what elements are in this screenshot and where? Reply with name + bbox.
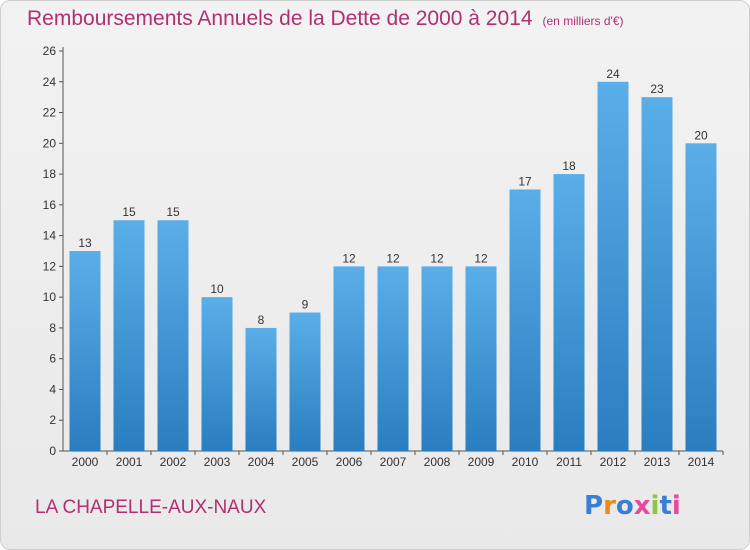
x-tick-label-2009: 2009 [468, 455, 495, 469]
data-label-2004: 8 [258, 313, 265, 327]
data-label-2014: 20 [694, 128, 708, 142]
bar-2010 [509, 189, 541, 451]
data-label-2003: 10 [210, 282, 224, 296]
x-tick-label-2011: 2011 [556, 455, 582, 469]
y-tick-label: 18 [43, 167, 57, 181]
logo-letter: o [615, 491, 634, 521]
logo-letter: P [584, 491, 604, 521]
x-tick-label-2000: 2000 [72, 455, 99, 469]
y-tick-label: 26 [43, 44, 57, 58]
logo-letter: x [633, 491, 651, 521]
bar-2012 [597, 81, 629, 452]
data-label-2001: 15 [122, 205, 136, 219]
y-tick-label: 6 [49, 352, 56, 366]
data-label-2013: 23 [650, 82, 664, 96]
y-tick-label: 2 [49, 413, 56, 427]
bar-2009 [465, 266, 497, 451]
y-tick-label: 20 [43, 136, 57, 150]
data-label-2006: 12 [342, 251, 356, 265]
bar-2004 [245, 327, 277, 451]
data-label-2011: 18 [562, 159, 576, 173]
y-tick-label: 14 [43, 229, 57, 243]
x-tick-label-2003: 2003 [204, 455, 231, 469]
x-tick-label-2013: 2013 [644, 455, 671, 469]
x-tick-label-2002: 2002 [160, 455, 187, 469]
logo-letter: i [650, 491, 660, 521]
bar-2000 [69, 251, 101, 451]
data-label-2000: 13 [78, 236, 92, 250]
y-tick-label: 4 [49, 382, 56, 396]
x-tick-label-2014: 2014 [688, 455, 715, 469]
y-tick-label: 24 [43, 75, 57, 89]
x-tick-label-2008: 2008 [424, 455, 451, 469]
bar-2007 [377, 266, 409, 451]
y-tick-label: 10 [43, 290, 57, 304]
logo-letter: i [671, 491, 681, 521]
bar-2005 [289, 312, 321, 451]
y-tick-label: 8 [49, 321, 56, 335]
chart-title: Remboursements Annuels de la Dette de 20… [27, 7, 624, 31]
proxiti-logo: Proxiti [584, 491, 681, 521]
y-tick-label: 12 [43, 259, 57, 273]
y-tick-label: 22 [43, 106, 57, 120]
bar-2014 [685, 143, 717, 452]
bar-2013 [641, 97, 673, 452]
bar-2006 [333, 266, 365, 451]
x-tick-label-2007: 2007 [380, 455, 407, 469]
data-label-2009: 12 [474, 251, 488, 265]
x-tick-label-2001: 2001 [116, 455, 143, 469]
x-tick-label-2005: 2005 [292, 455, 319, 469]
x-tick-label-2010: 2010 [512, 455, 539, 469]
location-label: LA CHAPELLE-AUX-NAUX [35, 497, 267, 518]
x-tick-label-2012: 2012 [600, 455, 627, 469]
x-tick-label-2006: 2006 [336, 455, 363, 469]
logo-letter: t [659, 491, 672, 521]
data-label-2008: 12 [430, 251, 444, 265]
chart-subtitle: (en milliers d'€) [542, 14, 624, 28]
data-label-2010: 17 [518, 174, 532, 188]
bar-2011 [553, 174, 585, 452]
y-tick-label: 16 [43, 198, 57, 212]
bar-2003 [201, 297, 233, 451]
data-label-2007: 12 [386, 251, 400, 265]
data-label-2005: 9 [302, 298, 309, 312]
chart-title-text: Remboursements Annuels de la Dette de 20… [27, 7, 533, 30]
data-label-2012: 24 [606, 67, 620, 81]
bar-2008 [421, 266, 453, 451]
data-label-2002: 15 [166, 205, 180, 219]
bar-2001 [113, 220, 145, 451]
bar-2002 [157, 220, 189, 451]
x-tick-label-2004: 2004 [248, 455, 275, 469]
logo-letter: r [603, 491, 616, 521]
y-tick-label: 0 [49, 444, 56, 458]
